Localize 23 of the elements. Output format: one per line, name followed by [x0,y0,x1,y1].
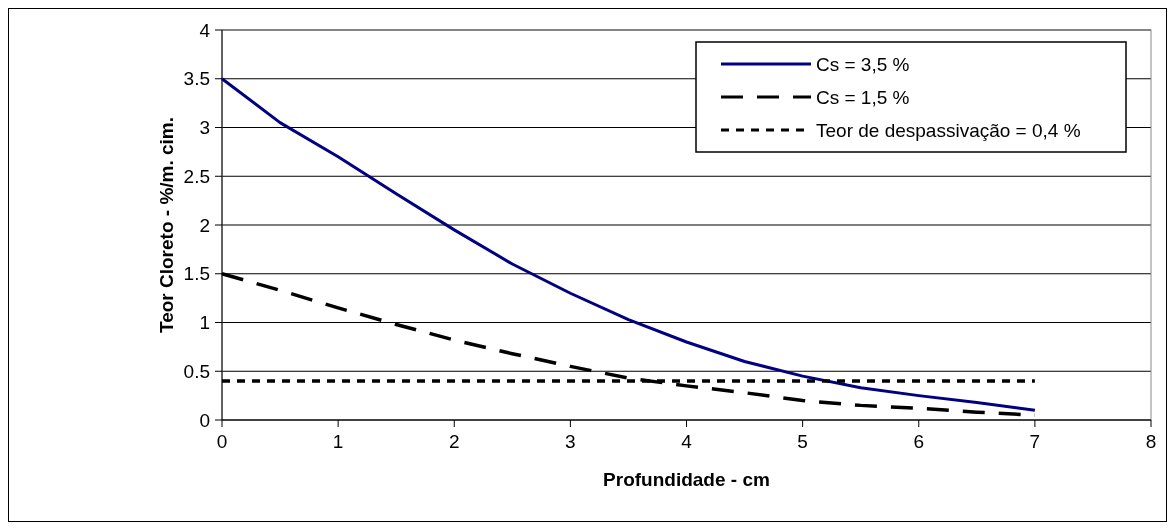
y-tick-label: 0.5 [183,360,210,382]
x-tick-label: 2 [448,431,460,452]
x-axis-title: Profundidade - cm [603,469,770,490]
x-tick-label: 1 [332,431,344,452]
y-tick-label: 3 [199,117,210,139]
y-tick-label: 2 [199,214,210,236]
y-tick-label: 1.5 [183,263,210,285]
x-tick-label: 8 [1145,431,1157,452]
x-tick-label: 0 [216,431,228,452]
x-tick-label: 7 [1029,431,1041,452]
y-tick-label: 3.5 [183,68,210,90]
y-tick-label: 4 [199,19,211,41]
y-axis-title: Teor Cloreto - %/m. cim. [156,116,177,334]
x-tick-label: 4 [681,431,693,452]
legend-label: Cs = 3,5 % [816,53,910,75]
legend-label: Teor de despassivação = 0,4 % [816,119,1081,141]
x-tick-label: 6 [913,431,925,452]
y-tick-label: 0 [199,409,210,431]
y-tick-label: 1 [199,312,210,334]
x-tick-label: 3 [565,431,576,452]
y-tick-label: 2.5 [183,165,210,187]
legend-label: Cs = 1,5 % [816,86,910,108]
x-tick-label: 5 [797,431,808,452]
